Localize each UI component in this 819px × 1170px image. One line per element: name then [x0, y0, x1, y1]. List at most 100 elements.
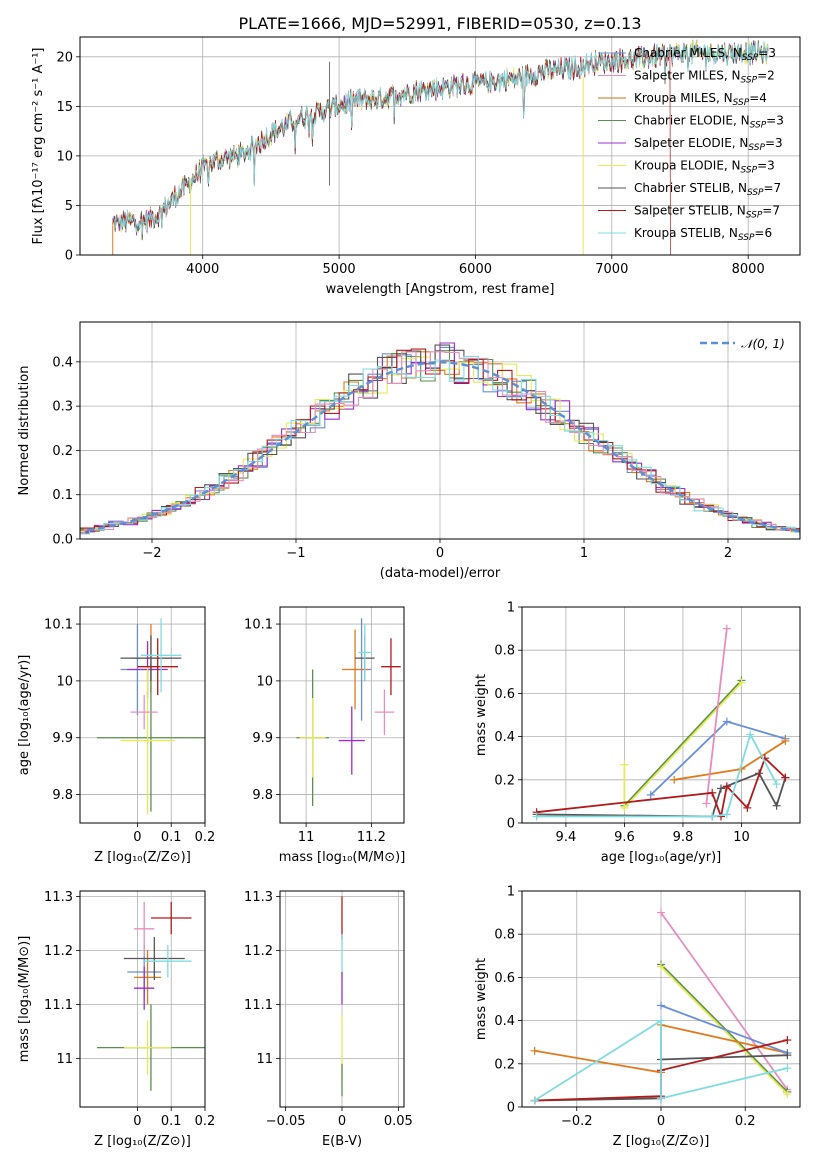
- weight-marker: [781, 736, 790, 745]
- x-tick-label: 7000: [595, 262, 628, 277]
- y-tick-label: 10.1: [44, 618, 73, 633]
- legend-entry: 𝒩(0, 1): [741, 337, 785, 351]
- histogram-series: [80, 348, 800, 536]
- axes-frame: [521, 606, 801, 824]
- y-tick-label: 11.1: [244, 998, 273, 1013]
- weight-marker: [620, 803, 629, 812]
- y-tick-label: 10: [56, 149, 73, 164]
- weight-marker: [620, 760, 629, 769]
- y-tick-label: 0.3: [52, 400, 73, 415]
- x-axis-label: E(B-V): [322, 1134, 362, 1149]
- axes-frame: [79, 36, 801, 256]
- weight-marker: [657, 1016, 665, 1025]
- x-tick-label: 0: [338, 1114, 346, 1129]
- errorbar-point: [96, 663, 205, 812]
- y-tick-label: 9.8: [252, 788, 273, 803]
- errorbar-point: [123, 1020, 172, 1075]
- x-tick-label: −2: [142, 546, 161, 561]
- y-tick-label: 0.6: [494, 971, 515, 986]
- weight-series-line: [705, 628, 728, 804]
- x-tick-label: 5000: [323, 262, 356, 277]
- x-axis-label: Z [log₁₀(Z/Z⊙)]: [613, 1134, 710, 1149]
- legend-entry: Kroupa ELODIE, NSSP=3: [634, 159, 775, 176]
- x-axis-label: Z [log₁₀(Z/Z⊙)]: [94, 1134, 191, 1149]
- weight-series-line: [623, 679, 743, 807]
- weight-series-line: [660, 912, 789, 1091]
- weight-marker: [783, 1090, 792, 1099]
- spectrum-series-line: [112, 41, 769, 235]
- x-tick-label: −0.05: [266, 1114, 306, 1129]
- panel-age-vs-mass: 11 11.2 9.8 9.9 10 10.1 mass [log₁₀(M/M⊙)]: [244, 606, 406, 865]
- y-tick-label: 0.1: [52, 488, 73, 503]
- histogram-series: [80, 355, 800, 535]
- panel-age-vs-Z: 0 0.1 0.2 9.8 9.9 10 10.1 Z [log₁₀(Z/Z⊙)] age [l…: [17, 606, 216, 865]
- y-axis-label: mass weight: [474, 674, 489, 756]
- y-tick-label: 11: [256, 1052, 273, 1067]
- panel-mass-vs-Z: 0 0.1 0.2 11 11.1 11.2 11.3 Z [log₁₀(Z/Z⊙)] mass…: [17, 890, 215, 1149]
- y-tick-label: 11.3: [44, 890, 73, 905]
- x-tick-label: 11.2: [357, 830, 386, 845]
- plot-area: [96, 618, 205, 815]
- y-tick-label: 10: [56, 674, 73, 689]
- y-tick-label: 0.2: [494, 773, 515, 788]
- weight-marker: [722, 810, 731, 819]
- weight-marker: [722, 782, 731, 791]
- y-tick-label: 20: [56, 50, 73, 65]
- y-tick-label: 0.8: [494, 644, 515, 659]
- y-tick-label: 0.0: [52, 533, 73, 548]
- x-tick-label: 0.1: [161, 830, 182, 845]
- y-tick-label: 11: [56, 1052, 73, 1067]
- y-tick-label: 0: [65, 249, 73, 264]
- weight-marker: [708, 788, 717, 797]
- x-tick-label: 9.6: [614, 830, 635, 845]
- y-tick-label: 0.8: [494, 928, 515, 943]
- x-tick-label: 8000: [732, 262, 765, 277]
- errorbar-point: [120, 635, 182, 681]
- spectrum-series-line: [112, 45, 671, 255]
- plot-area: [96, 901, 205, 1091]
- errorbar-point: [134, 901, 155, 956]
- errorbar-point: [130, 695, 158, 730]
- legend-entry: Chabrier STELIB, NSSP=7: [634, 181, 781, 198]
- weight-marker: [530, 1096, 539, 1105]
- legend-entry: Salpeter MILES, NSSP=2: [634, 69, 775, 86]
- weight-marker: [737, 678, 746, 687]
- weight-marker: [657, 908, 665, 917]
- y-tick-label: 0.2: [52, 444, 73, 459]
- x-tick-label: 0: [133, 830, 141, 845]
- errorbar-point: [123, 936, 185, 981]
- weight-marker: [781, 773, 790, 782]
- plot-area: [532, 624, 790, 821]
- legend-entry: Salpeter STELIB, NSSP=7: [634, 204, 780, 221]
- y-tick-label: 9.8: [52, 788, 73, 803]
- x-tick-label: 9.8: [673, 830, 694, 845]
- weight-marker: [708, 812, 717, 821]
- x-axis-label: Z [log₁₀(Z/Z⊙)]: [94, 850, 191, 865]
- x-tick-label: −1: [286, 546, 305, 561]
- x-axis-label: mass [log₁₀(M/M⊙)]: [279, 850, 406, 865]
- legend-entry: Chabrier MILES, NSSP=3: [634, 46, 776, 63]
- axes-frame: [79, 606, 206, 824]
- x-tick-label: 0.2: [195, 830, 216, 845]
- axes-frame: [279, 890, 405, 1108]
- weight-marker: [722, 624, 731, 633]
- y-tick-label: 9.9: [52, 731, 73, 746]
- weight-marker: [716, 784, 725, 793]
- x-axis-label: wavelength [Angstrom, rest frame]: [326, 282, 555, 297]
- plot-area: [80, 342, 800, 536]
- axes-frame: [79, 321, 801, 540]
- y-tick-label: 0.4: [494, 1014, 515, 1029]
- weight-marker: [783, 1064, 792, 1073]
- x-tick-label: 6000: [459, 262, 492, 277]
- x-tick-label: 9.4: [556, 830, 577, 845]
- weight-marker: [783, 1036, 792, 1045]
- errorbar-point: [150, 901, 192, 935]
- errorbar-point: [144, 945, 192, 978]
- y-tick-label: 0.4: [52, 355, 73, 370]
- y-tick-label: 11.1: [44, 998, 73, 1013]
- weight-series-line: [534, 1018, 788, 1102]
- weight-marker: [702, 799, 711, 808]
- y-axis-label: mass weight: [474, 958, 489, 1040]
- errorbar-point: [134, 950, 162, 1005]
- legend-entry: Kroupa MILES, NSSP=4: [634, 91, 767, 108]
